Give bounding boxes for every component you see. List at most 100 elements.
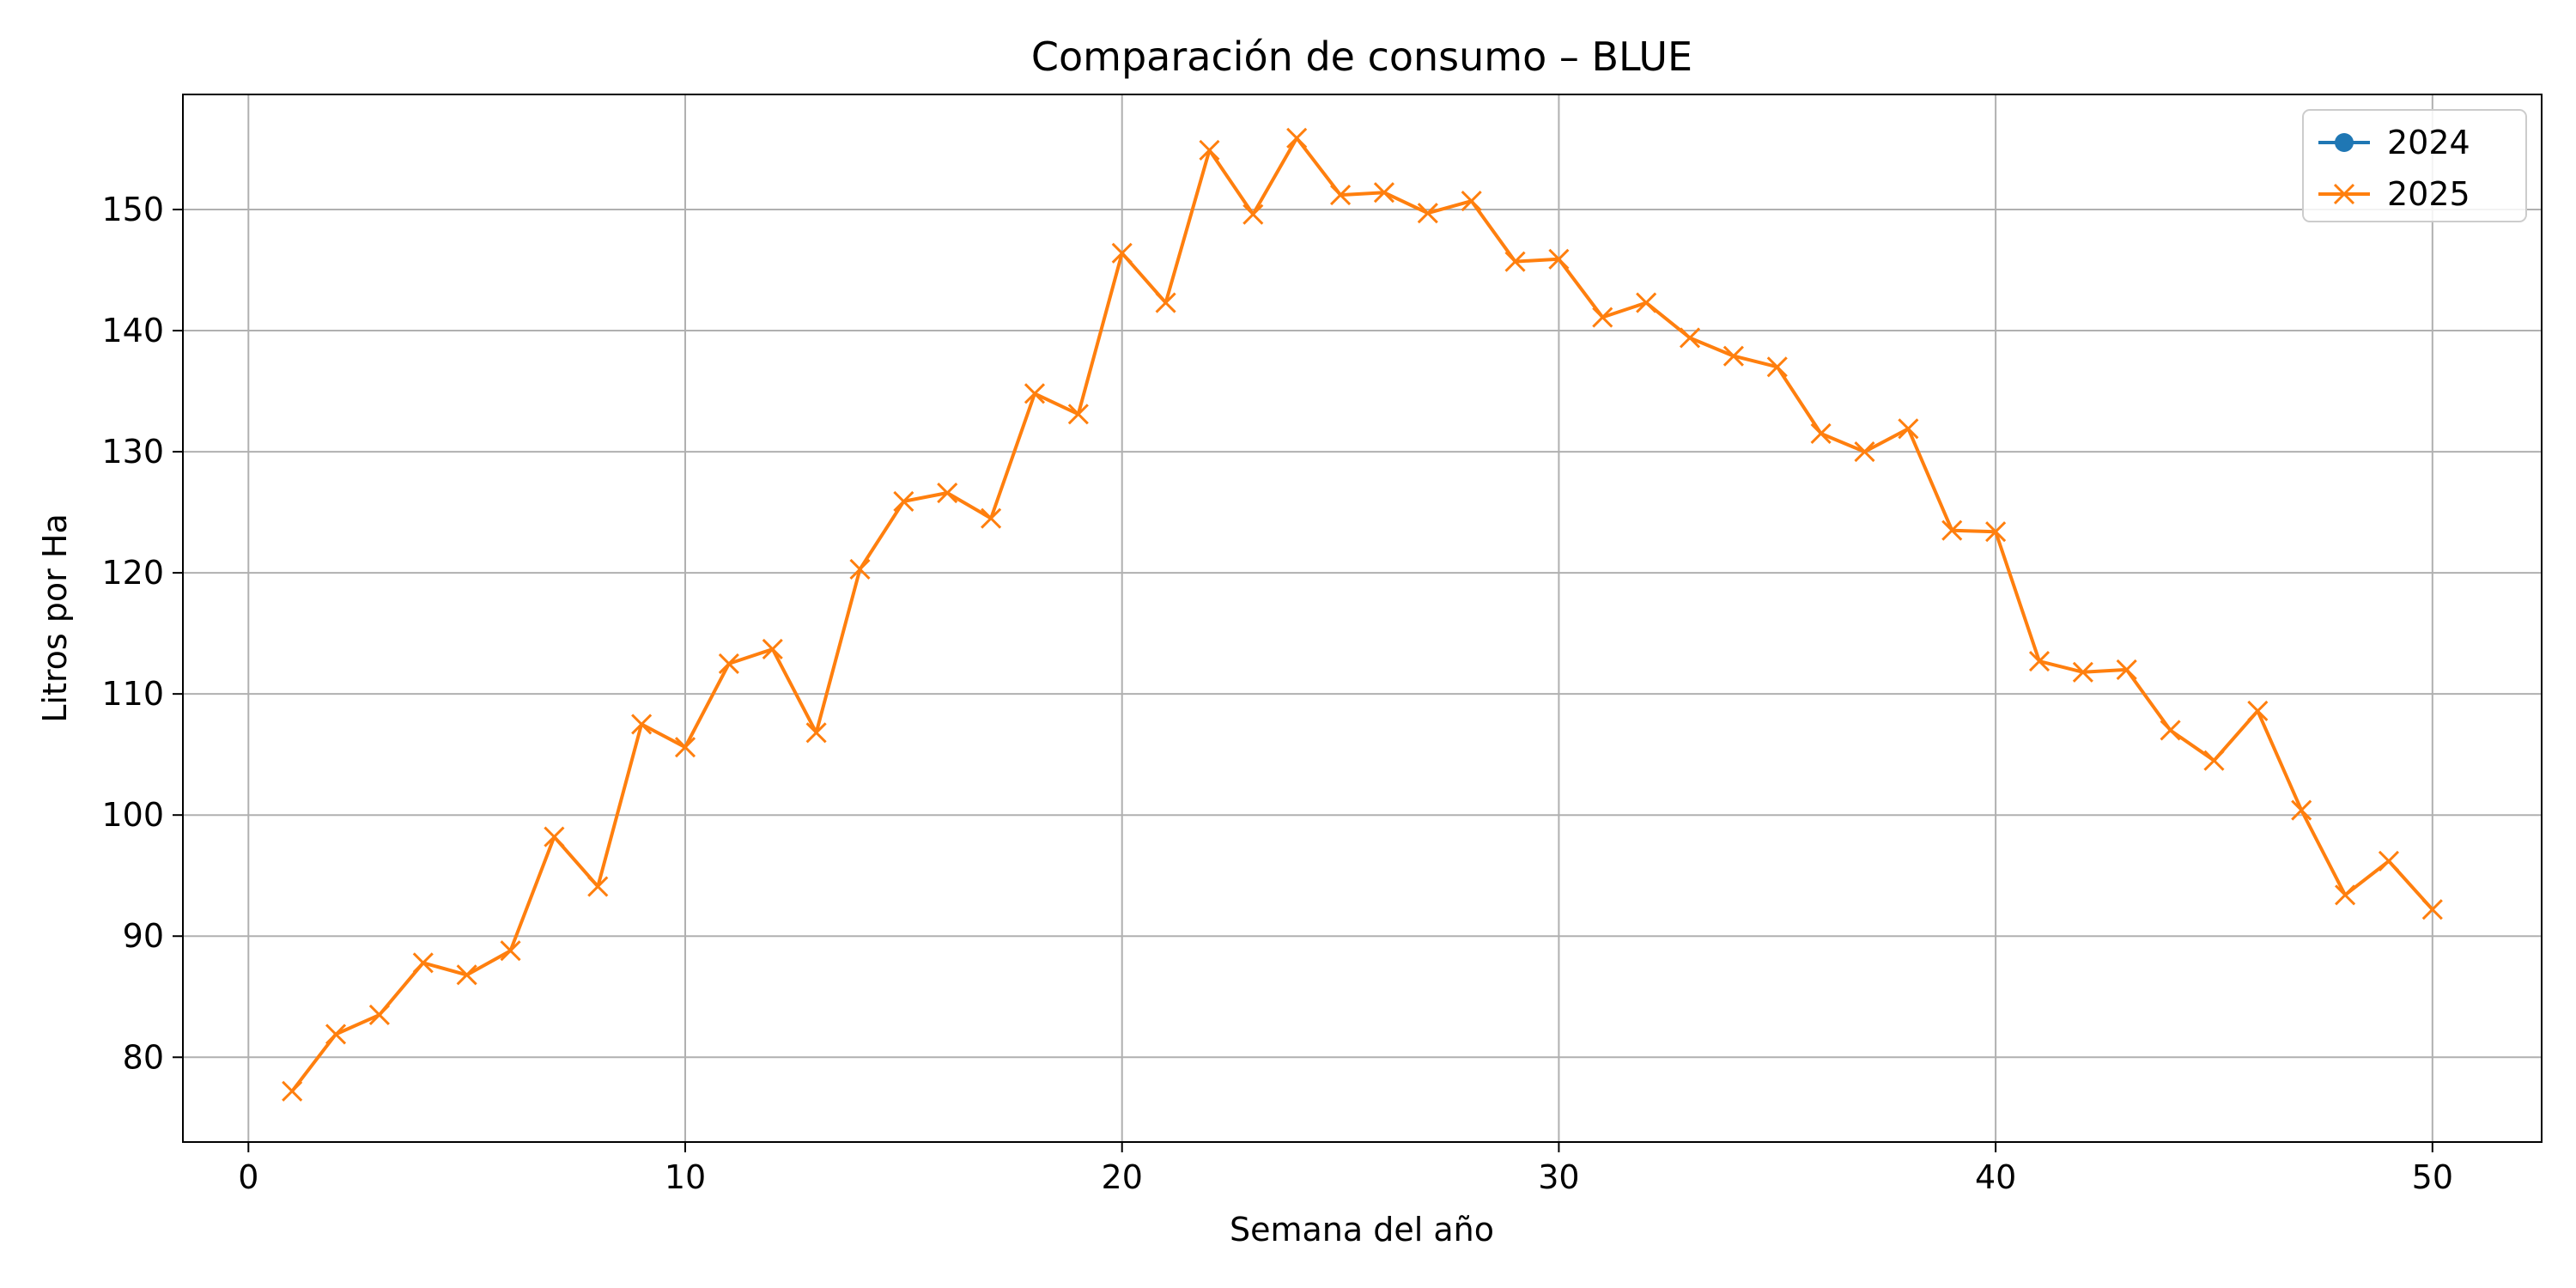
y-tick-label: 130	[101, 433, 164, 471]
marker-stroke	[1330, 185, 1352, 206]
marker-stroke	[1199, 139, 1220, 161]
marker-stroke	[893, 490, 914, 512]
data-point	[1330, 185, 1352, 206]
x-tick-label: 10	[665, 1158, 706, 1196]
marker-stroke	[937, 482, 958, 504]
marker-stroke	[1024, 383, 1046, 404]
data-point	[2160, 720, 2181, 741]
data-point	[368, 1004, 390, 1025]
y-tick-label: 140	[101, 312, 164, 349]
legend-item: 2025	[2318, 175, 2470, 213]
marker-stroke	[412, 952, 434, 974]
data-point	[2291, 799, 2312, 821]
data-point	[544, 826, 565, 848]
marker-stroke	[1417, 203, 1438, 224]
data-point	[937, 482, 958, 504]
y-tick-label: 80	[123, 1038, 164, 1076]
marker-stroke	[1941, 519, 1963, 541]
legend-item: 2024	[2318, 124, 2470, 161]
y-tick-label: 150	[101, 191, 164, 228]
legend-label: 2025	[2387, 175, 2470, 213]
x-tick-label: 50	[2412, 1158, 2453, 1196]
chart-title: Comparación de consumo – BLUE	[1031, 33, 1692, 80]
data-point	[2378, 850, 2400, 872]
data-point	[587, 876, 609, 897]
marker-stroke	[2116, 659, 2137, 681]
data-point	[2335, 884, 2356, 906]
marker-stroke	[1898, 418, 1919, 440]
marker-stroke	[2421, 899, 2443, 920]
data-point	[1504, 251, 1526, 272]
data-point	[1679, 327, 1701, 349]
marker-stroke	[1067, 404, 1089, 425]
marker-stroke	[1722, 345, 1744, 367]
marker-stroke	[456, 964, 477, 986]
data-point	[1985, 521, 2007, 543]
marker-stroke	[762, 638, 783, 660]
marker-stroke	[1679, 327, 1701, 349]
marker-stroke	[1504, 251, 1526, 272]
data-point	[282, 1080, 303, 1102]
marker-stroke	[1461, 191, 1482, 212]
data-point	[1199, 139, 1220, 161]
series-layer	[282, 127, 2443, 1102]
legend-marker	[2335, 133, 2354, 152]
marker-stroke	[1592, 307, 1613, 328]
data-point	[1548, 248, 1570, 270]
grid-lines	[183, 94, 2542, 1142]
data-point	[674, 737, 696, 758]
marker-stroke	[805, 722, 827, 744]
marker-stroke	[631, 714, 653, 735]
marker-stroke	[2378, 850, 2400, 872]
marker-stroke	[2335, 884, 2356, 906]
data-point	[1111, 242, 1133, 264]
marker-stroke	[674, 737, 696, 758]
data-point	[849, 558, 871, 580]
marker-stroke	[1636, 292, 1657, 313]
marker-stroke	[849, 558, 871, 580]
marker-stroke	[1985, 521, 2007, 543]
data-point	[500, 940, 521, 962]
data-point	[412, 952, 434, 974]
data-point	[1373, 182, 1394, 204]
data-point	[1766, 356, 1788, 378]
data-point	[893, 490, 914, 512]
series-line-2025	[290, 136, 2434, 1093]
marker-stroke	[544, 826, 565, 848]
data-point	[1941, 519, 1963, 541]
legend-label: 2024	[2387, 124, 2470, 161]
marker-stroke	[1810, 422, 1832, 444]
y-axis-label: Litros por Ha	[36, 513, 74, 722]
data-point	[2247, 700, 2269, 721]
marker-stroke	[1373, 182, 1394, 204]
data-point	[325, 1024, 347, 1045]
x-tick-label: 40	[1975, 1158, 2016, 1196]
data-point	[456, 964, 477, 986]
y-tick-label: 90	[123, 917, 164, 955]
y-tick-label: 120	[101, 554, 164, 592]
y-tick-label: 100	[101, 796, 164, 834]
data-point	[2116, 659, 2137, 681]
marker-stroke	[1155, 292, 1176, 313]
data-point	[1286, 127, 1308, 149]
data-point	[2421, 899, 2443, 920]
legend-marker	[2333, 183, 2355, 205]
plot-area-background	[183, 94, 2542, 1142]
data-point	[1854, 441, 1875, 463]
x-tick-label: 20	[1102, 1158, 1143, 1196]
data-point	[1024, 383, 1046, 404]
data-point	[1722, 345, 1744, 367]
marker-stroke	[2247, 700, 2269, 721]
data-point	[805, 722, 827, 744]
data-point	[1636, 292, 1657, 313]
data-point	[1067, 404, 1089, 425]
marker-stroke	[981, 507, 1002, 529]
axis-ticks: 0 10 20 30 40 50 80 90 100 110 120 130 140 150	[101, 191, 2453, 1196]
legend: 2024 2025	[2302, 109, 2527, 222]
marker-stroke	[2160, 720, 2181, 741]
data-point	[1461, 191, 1482, 212]
marker-stroke	[2203, 750, 2225, 771]
marker-stroke	[718, 653, 739, 674]
marker-stroke	[1286, 127, 1308, 149]
